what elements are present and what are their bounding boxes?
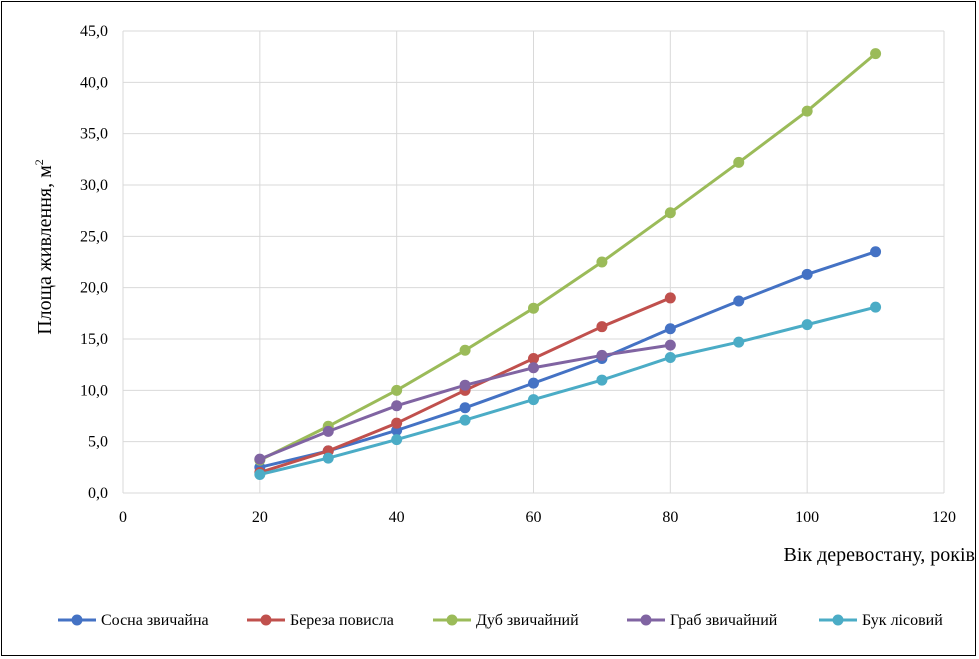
y-axis-title-superscript: 2 <box>32 159 46 165</box>
data-point <box>870 48 882 60</box>
legend-marker <box>71 614 83 626</box>
x-tick-label: 60 <box>526 509 542 526</box>
data-point <box>528 353 539 365</box>
x-tick-label: 0 <box>119 509 127 526</box>
x-tick-label: 20 <box>252 509 268 526</box>
legend-item: Дуб звичайний <box>433 612 579 629</box>
series-group <box>254 246 882 473</box>
data-point <box>664 339 676 351</box>
data-point <box>459 402 471 414</box>
data-point <box>391 434 403 446</box>
data-point <box>733 295 745 307</box>
data-point <box>459 344 471 356</box>
y-tick-label: 45,0 <box>80 23 108 40</box>
legend-label: Сосна звичайна <box>101 612 209 629</box>
data-point <box>870 301 882 313</box>
series-group <box>254 48 882 466</box>
series <box>254 48 882 481</box>
x-tick-label: 100 <box>795 509 819 526</box>
series-line <box>259 305 876 476</box>
data-point <box>322 452 334 464</box>
data-point <box>801 105 813 117</box>
data-point <box>596 256 608 268</box>
legend-item: Сосна звичайна <box>58 612 209 629</box>
y-tick-label: 10,0 <box>80 382 108 399</box>
legend-marker <box>832 614 844 626</box>
grid <box>122 30 945 494</box>
data-point <box>801 319 813 331</box>
data-point <box>733 156 745 168</box>
data-point <box>596 321 608 333</box>
x-tick-label: 120 <box>932 509 956 526</box>
x-tick-label: 80 <box>662 509 678 526</box>
legend-item: Береза повисла <box>247 612 394 629</box>
y-tick-label: 0,0 <box>88 485 108 502</box>
data-point <box>664 207 676 219</box>
data-point <box>596 349 608 361</box>
data-point <box>254 453 266 465</box>
y-tick-label: 35,0 <box>80 126 108 143</box>
y-tick-label: 25,0 <box>80 228 108 245</box>
legend-label: Дуб звичайний <box>476 612 579 629</box>
data-point <box>664 351 676 363</box>
legend-label: Береза повисла <box>290 612 394 629</box>
data-point <box>391 417 403 429</box>
data-point <box>528 302 539 314</box>
y-axis-title: Площа живлення, м2 <box>32 159 56 335</box>
data-point <box>254 469 266 481</box>
legend-marker <box>446 614 458 626</box>
y-axis-title-text: Площа живлення, м <box>34 165 56 335</box>
data-point <box>528 362 539 374</box>
data-point <box>528 394 539 406</box>
legend-marker <box>260 614 272 626</box>
legend-item: Граб звичайний <box>627 612 778 629</box>
legend-label: Граб звичайний <box>670 612 778 629</box>
x-axis-title: Вік деревостану, років <box>783 544 975 566</box>
y-tick-label: 5,0 <box>88 434 108 451</box>
data-point <box>528 377 539 389</box>
data-point <box>322 425 334 437</box>
legend-marker <box>640 614 652 626</box>
data-point <box>459 379 471 391</box>
legend: Сосна звичайна Береза повисла Дуб звичайни… <box>58 612 943 629</box>
legend-item: Бук лісовий <box>819 612 943 629</box>
x-tick-label: 40 <box>389 509 405 526</box>
data-point <box>664 323 676 335</box>
data-point <box>459 414 471 426</box>
tick-labels: 0,0 5,0 10,0 15,0 20,0 25,0 30,0 35,0 40,0 45,0 0 2… <box>80 23 956 526</box>
y-tick-label: 15,0 <box>80 331 108 348</box>
series-line <box>259 52 877 462</box>
data-point <box>391 384 403 396</box>
y-tick-label: 20,0 <box>80 280 108 297</box>
data-point <box>870 246 882 258</box>
data-point <box>664 292 676 304</box>
data-point <box>596 374 608 386</box>
series-group <box>254 301 882 481</box>
data-point <box>801 268 813 280</box>
series-group <box>254 339 676 465</box>
series-line <box>259 250 877 469</box>
data-point <box>733 336 745 348</box>
y-tick-label: 40,0 <box>80 74 108 91</box>
data-point <box>391 400 403 412</box>
y-tick-label: 30,0 <box>80 177 108 194</box>
legend-label: Бук лісовий <box>862 612 943 629</box>
